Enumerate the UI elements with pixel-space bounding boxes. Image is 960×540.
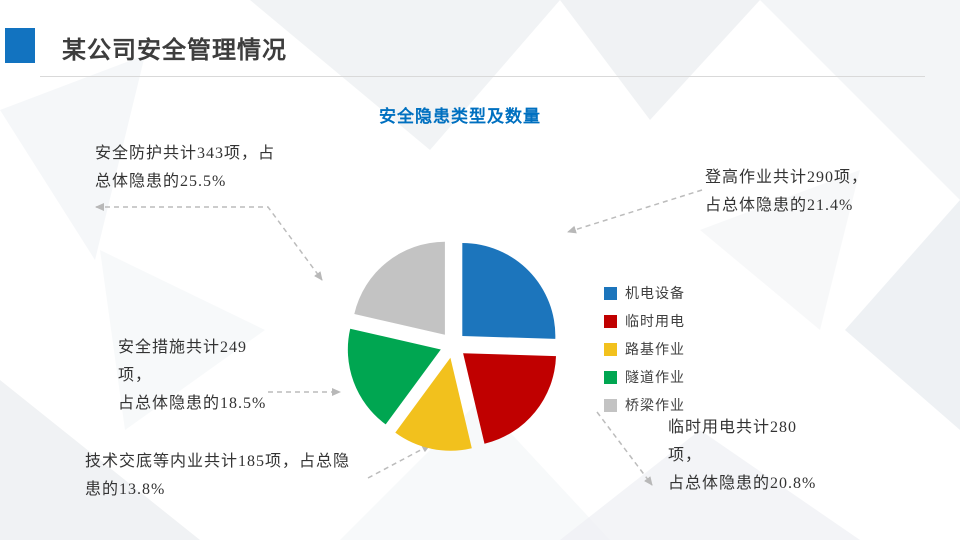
- legend-label: 临时用电: [625, 313, 685, 329]
- pie-slice-roadbed: [395, 357, 472, 451]
- callout-line: 安全措施共计249: [118, 339, 248, 356]
- chart-title: 安全隐患类型及数量: [379, 107, 541, 126]
- title-divider: [40, 76, 925, 77]
- callout-line: 技术交底等内业共计185项，占总隐: [85, 453, 351, 470]
- bg-polygon: [340, 400, 610, 540]
- bg-polygon: [250, 0, 560, 150]
- connector-bottom-right: [596, 411, 653, 486]
- bg-polygon: [700, 170, 860, 330]
- callout-bottom-left: 技术交底等内业共计185项，占总隐 患的13.8%: [85, 448, 350, 504]
- legend-label: 路基作业: [625, 341, 685, 357]
- chart-legend: 机电设备临时用电路基作业隧道作业桥梁作业: [604, 279, 685, 419]
- connector-top-left: [95, 203, 323, 281]
- legend-swatch: [604, 370, 617, 384]
- connector-top-right: [567, 189, 703, 234]
- legend-item-temporary-power: 临时用电: [604, 307, 685, 335]
- pie-slice-temporary-power: [463, 353, 556, 444]
- callout-line: 安全防护共计343项，占: [95, 145, 276, 162]
- callout-line: 占总体隐患的21.4%: [705, 197, 854, 214]
- callout-top-left: 安全防护共计343项，占 总体隐患的25.5%: [95, 140, 275, 196]
- legend-label: 隧道作业: [625, 369, 685, 385]
- callout-line: 占总体隐患的20.8%: [668, 475, 817, 492]
- callout-mid-left: 安全措施共计249 项， 占总体隐患的18.5%: [118, 334, 266, 418]
- legend-swatch: [604, 342, 617, 356]
- callout-line: 项，: [118, 367, 153, 384]
- pie-chart: [347, 241, 556, 451]
- pie-slice-electromechanical: [462, 242, 556, 339]
- legend-item-roadbed: 路基作业: [604, 335, 685, 363]
- legend-label: 机电设备: [625, 285, 685, 301]
- callout-line: 总体隐患的25.5%: [95, 173, 227, 190]
- callout-line: 登高作业共计290项，: [705, 169, 869, 186]
- legend-swatch: [604, 398, 617, 412]
- callout-line: 占总体隐患的18.5%: [118, 395, 267, 412]
- bg-polygon: [760, 0, 960, 200]
- legend-item-tunnel: 隧道作业: [604, 363, 685, 391]
- slide-title: 某公司安全管理情况: [62, 37, 287, 64]
- callout-line: 临时用电共计280: [668, 419, 798, 436]
- callout-line: 患的13.8%: [85, 481, 166, 498]
- bg-polygon: [560, 430, 860, 540]
- legend-swatch: [604, 286, 617, 300]
- title-accent-square: [5, 28, 35, 63]
- bg-polygon: [0, 380, 200, 540]
- legend-swatch: [604, 314, 617, 328]
- callout-top-right: 登高作业共计290项， 占总体隐患的21.4%: [705, 164, 868, 220]
- bg-polygon: [100, 250, 265, 430]
- bg-polygon: [560, 0, 760, 120]
- legend-label: 桥梁作业: [625, 397, 685, 413]
- legend-item-electromechanical: 机电设备: [604, 279, 685, 307]
- bg-polygon: [0, 55, 145, 260]
- callout-line: 项，: [668, 447, 703, 464]
- pie-slice-bridge: [354, 241, 445, 335]
- pie-slice-tunnel: [347, 328, 441, 425]
- legend-item-bridge: 桥梁作业: [604, 391, 685, 419]
- bg-polygon: [845, 200, 960, 430]
- callout-bottom-right: 临时用电共计280 项， 占总体隐患的20.8%: [668, 414, 816, 498]
